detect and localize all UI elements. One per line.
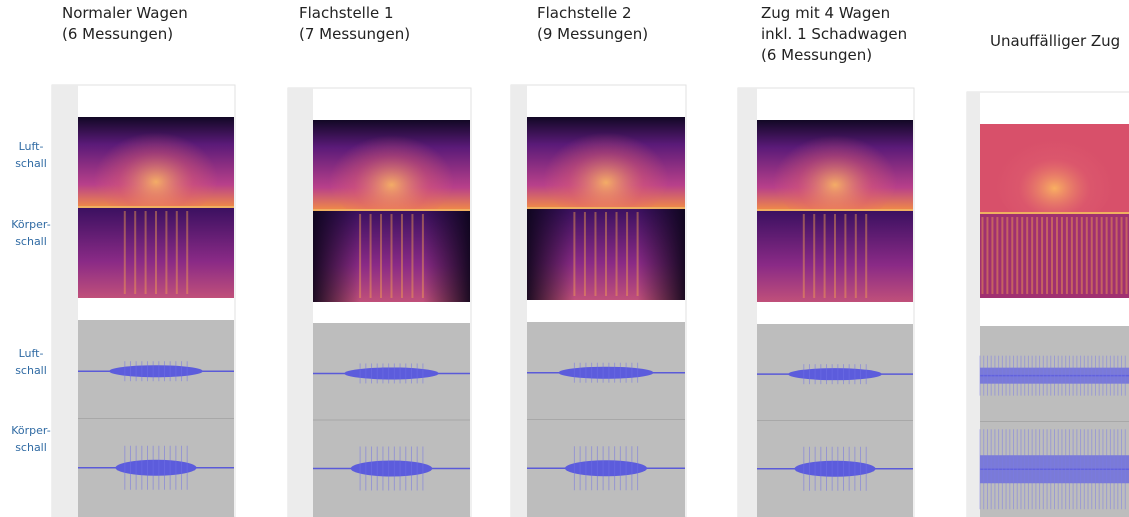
spectrogram-stripe (1071, 217, 1073, 294)
axis-strip (511, 85, 527, 517)
spectrogram-stripe (1006, 217, 1008, 294)
spectrogram-stripe (991, 217, 993, 294)
spectrogram-stripe (124, 211, 126, 294)
axis-strip (738, 88, 757, 517)
spectrogram-stripe (1016, 217, 1018, 294)
spectrogram-stripe (834, 214, 836, 298)
spectrogram-stripe (605, 212, 607, 296)
spectrogram-stripe (134, 211, 136, 294)
row-label: schall (15, 157, 47, 170)
spectrogram-stripe (573, 212, 575, 296)
spectrogram-stripe (1126, 217, 1128, 294)
column-title: inkl. 1 Schadwagen (761, 25, 907, 43)
spectrogram-stripe (637, 212, 639, 296)
column-title: Zug mit 4 Wagen (761, 4, 890, 22)
spectrogram-stripe (855, 214, 857, 298)
spectrogram-stripe (145, 211, 147, 294)
spectrogram-stripe (422, 214, 424, 298)
spectrogram-stripe (824, 214, 826, 298)
spectrogram-stripe (1106, 217, 1108, 294)
spectrogram-stripe (1046, 217, 1048, 294)
panels (52, 85, 1129, 517)
row-label: schall (15, 441, 47, 454)
spectrogram-stripe (981, 217, 983, 294)
spectrogram-stripe (1101, 217, 1103, 294)
spectrogram-stripe (380, 214, 382, 298)
spectrogram-stripe (1026, 217, 1028, 294)
waveform-envelope (115, 460, 196, 476)
spectrogram-stripe (1036, 217, 1038, 294)
row-label: schall (15, 235, 47, 248)
spectrogram-stripe (803, 214, 805, 298)
spectrogram-stripe (1091, 217, 1093, 294)
waveform-envelope (788, 368, 882, 380)
waveform-envelope (565, 460, 647, 476)
spectrogram-stripe (1111, 217, 1113, 294)
column-title: Flachstelle 2 (537, 4, 632, 22)
spectrogram-stripe (865, 214, 867, 298)
spectrogram-stripe (813, 214, 815, 298)
spectrogram-stripe (844, 214, 846, 298)
waveform-envelope (559, 367, 654, 379)
spectrogram-stripe (1061, 217, 1063, 294)
spectrogram-stripe (1031, 217, 1033, 294)
column-title: (6 Messungen) (62, 25, 173, 43)
spectrogram-stripe (176, 211, 178, 294)
spectrogram-stripe (391, 214, 393, 298)
spectrogram-stripe (616, 212, 618, 296)
axis-strip (288, 88, 313, 517)
spectrogram-stripe (1066, 217, 1068, 294)
column-title: (7 Messungen) (299, 25, 410, 43)
spectrogram-stripe (1096, 217, 1098, 294)
spectrogram-stripe (165, 211, 167, 294)
spectrogram-stripe (1076, 217, 1078, 294)
figure: Normaler Wagen (6 Messungen) Flachstelle 1… (0, 0, 1129, 517)
spectrogram-stripe (186, 211, 188, 294)
spectrogram-stripe (986, 217, 988, 294)
spectrogram-stripe (996, 217, 998, 294)
column-title: (6 Messungen) (761, 46, 872, 64)
row-label: Luft- (19, 347, 44, 360)
column-title: Unauffälliger Zug (990, 32, 1120, 50)
waveform-envelope (351, 461, 433, 477)
spectrogram-stripe (370, 214, 372, 298)
spectrogram-stripe (411, 214, 413, 298)
spectrogram-stripe (401, 214, 403, 298)
spectrogram-stripe (626, 212, 628, 296)
spectrogram-stripe (1056, 217, 1058, 294)
spectrogram-stripe (1021, 217, 1023, 294)
axis-strip (52, 85, 78, 517)
spectrogram-stripe (584, 212, 586, 296)
spectrogram-stripe (1121, 217, 1123, 294)
column-title: Flachstelle 1 (299, 4, 394, 22)
spectrogram-stripe (359, 214, 361, 298)
spectrogram-stripe (155, 211, 157, 294)
spectrogram-stripe (1011, 217, 1013, 294)
column-title: (9 Messungen) (537, 25, 648, 43)
spectrogram-stripe (1081, 217, 1083, 294)
spectrogram-stripe (1041, 217, 1043, 294)
spectrogram-stripe (1116, 217, 1118, 294)
row-label: Luft- (19, 140, 44, 153)
row-label: Körper- (11, 424, 50, 437)
spectrogram-stripe (1001, 217, 1003, 294)
waveform-envelope (109, 365, 203, 377)
waveform-envelope (794, 461, 875, 477)
row-label: schall (15, 364, 47, 377)
axis-strip (967, 92, 980, 517)
row-label: Körper- (11, 218, 50, 231)
waveform-envelope (344, 367, 438, 379)
column-title: Normaler Wagen (62, 4, 188, 22)
spectrogram-stripe (594, 212, 596, 296)
spectrogram-stripe (1086, 217, 1088, 294)
spectrogram-stripe (1051, 217, 1053, 294)
